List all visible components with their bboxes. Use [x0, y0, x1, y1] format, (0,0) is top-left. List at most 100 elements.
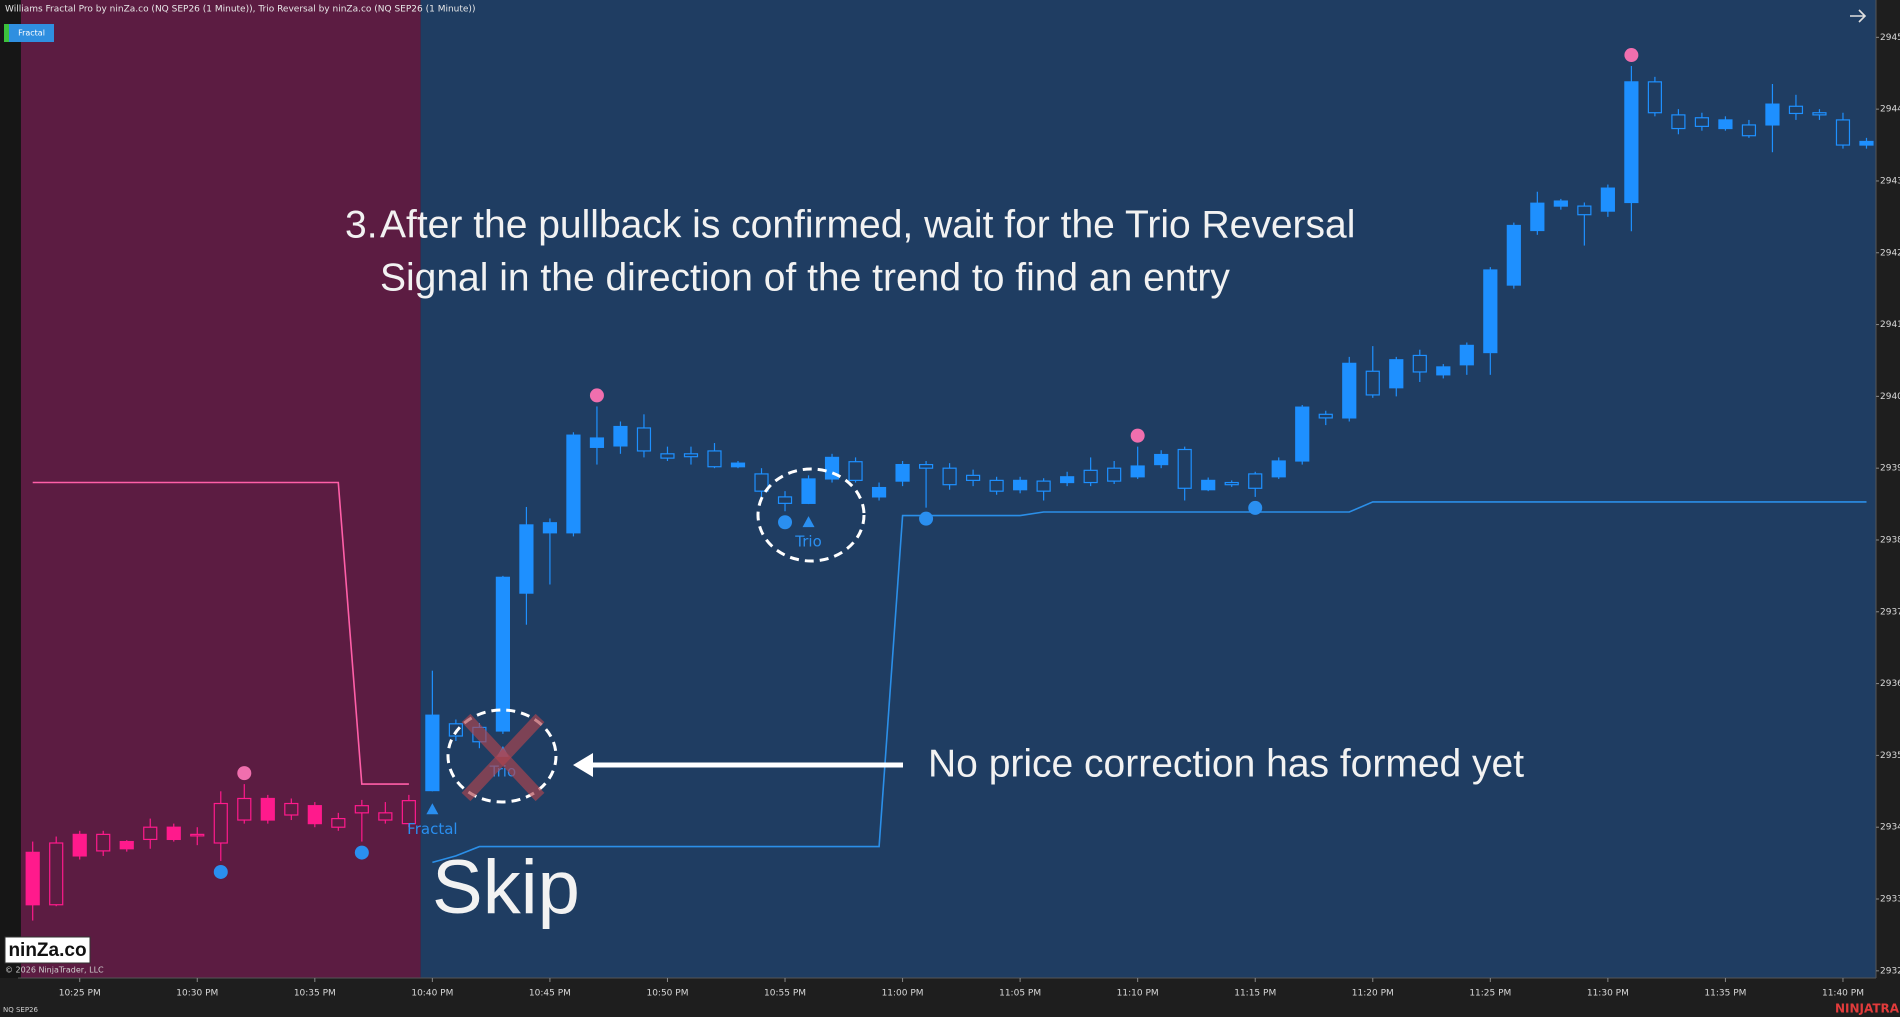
- x-tick-label: 10:50 PM: [646, 989, 688, 999]
- dashed-circle: [756, 467, 866, 563]
- candle-body: [25, 851, 40, 906]
- candle-body: [1036, 480, 1051, 492]
- y-tick-label: 2940: [1880, 392, 1900, 402]
- candle-body: [1671, 114, 1686, 130]
- candle-body: [1365, 370, 1380, 396]
- x-tick-label: 10:25 PM: [59, 989, 101, 999]
- candle-body: [613, 425, 628, 447]
- x-tick-label: 11:30 PM: [1587, 989, 1629, 999]
- candle-body: [96, 833, 111, 852]
- candle-body: [1788, 105, 1804, 115]
- candle-body: [1812, 112, 1827, 116]
- x-tick-label: 10:55 PM: [764, 989, 806, 999]
- candle-body: [1271, 460, 1286, 478]
- candle-body: [777, 496, 793, 504]
- candle-body: [1177, 448, 1192, 489]
- candle-body: [1459, 344, 1474, 366]
- y-tick-label: 2935: [1880, 751, 1900, 761]
- candle-body: [871, 486, 887, 498]
- instruction-line: After the pullback is confirmed, wait fo…: [380, 203, 1355, 246]
- candle-body: [1765, 103, 1780, 126]
- candle-body: [707, 450, 722, 468]
- chart-header: Williams Fractal Pro by ninZa.co (NQ SEP…: [5, 5, 475, 15]
- candle-body: [660, 453, 675, 459]
- candle-body: [1107, 467, 1122, 482]
- candle-body: [895, 463, 910, 482]
- logo-box: [4, 936, 91, 964]
- candle-body: [166, 826, 181, 841]
- candle-body: [1060, 476, 1075, 484]
- x-tick-label: 11:20 PM: [1352, 989, 1394, 999]
- candle-body: [1483, 269, 1498, 354]
- arrow-head: [573, 753, 593, 777]
- signal-triangle: [802, 516, 815, 528]
- candle-body: [1624, 81, 1639, 204]
- candle-body: [801, 478, 816, 504]
- x-tick-label: 10:30 PM: [176, 989, 218, 999]
- callout: No price correction has formed yet: [928, 742, 1524, 785]
- fractal-high-dot: [1130, 428, 1145, 443]
- x-tick-label: 11:35 PM: [1704, 989, 1746, 999]
- fractal-low-dot: [213, 864, 228, 879]
- candle-body: [683, 453, 699, 458]
- y-tick-label: 2941: [1880, 320, 1900, 330]
- candle-body: [1083, 469, 1098, 484]
- candle-body: [1741, 124, 1757, 137]
- candle-body: [965, 474, 981, 481]
- candle-body: [1412, 354, 1427, 373]
- expand-icon[interactable]: [1850, 9, 1867, 23]
- candle-body: [72, 833, 87, 857]
- candle-body: [989, 479, 1004, 492]
- x-tick-label: 10:40 PM: [411, 989, 453, 999]
- candle-body: [378, 812, 393, 821]
- indicator-button[interactable]: [9, 24, 54, 42]
- indicator-button-label[interactable]: Fractal: [18, 29, 45, 38]
- x-tick-label: 10:45 PM: [529, 989, 571, 999]
- candle-body: [730, 462, 746, 468]
- copyright: © 2026 NinjaTrader, LLC: [5, 966, 104, 975]
- signal-label: Fractal: [407, 820, 457, 838]
- candle-body: [1248, 473, 1263, 489]
- candle-body: [1318, 413, 1333, 419]
- verdict: Skip: [432, 845, 580, 930]
- fractal-low-dot: [354, 845, 369, 860]
- y-axis-band: [1876, 0, 1900, 978]
- candle-body: [1389, 359, 1404, 389]
- candle-body: [589, 437, 605, 448]
- y-tick-label: 2934: [1880, 823, 1900, 833]
- candle-body: [1436, 366, 1451, 376]
- candle-body: [636, 427, 652, 452]
- candle-body: [425, 714, 440, 792]
- y-tick-label: 2936: [1880, 679, 1900, 689]
- candle-body: [237, 797, 252, 821]
- candle-body: [190, 833, 205, 837]
- x-tick-label: 11:00 PM: [882, 989, 924, 999]
- candle-body: [754, 473, 769, 492]
- y-tick-label: 2939: [1880, 464, 1900, 474]
- candle-body: [143, 826, 158, 841]
- zones: [20, 0, 1876, 978]
- candle-body: [1130, 465, 1145, 478]
- candle-body: [119, 840, 134, 850]
- candle-body: [848, 461, 863, 481]
- x-tick-label: 11:40 PM: [1822, 989, 1864, 999]
- logo: ninZa.co: [8, 940, 86, 961]
- fractal-high-dot: [1624, 48, 1639, 63]
- signal-label: Trio: [794, 533, 821, 551]
- signal-triangle: [426, 803, 439, 815]
- candle-body: [307, 805, 322, 825]
- fractal-low-dot: [1248, 500, 1263, 515]
- fractal-low-dot: [778, 515, 793, 530]
- x-tick-label: 10:35 PM: [294, 989, 336, 999]
- y-tick-label: 2944: [1880, 105, 1900, 115]
- candle-body: [1224, 481, 1239, 486]
- fractal-low-dot: [919, 511, 934, 526]
- fractal-high-dot: [237, 766, 252, 781]
- candle-body: [49, 842, 64, 906]
- y-tick-label: 2945: [1880, 33, 1900, 43]
